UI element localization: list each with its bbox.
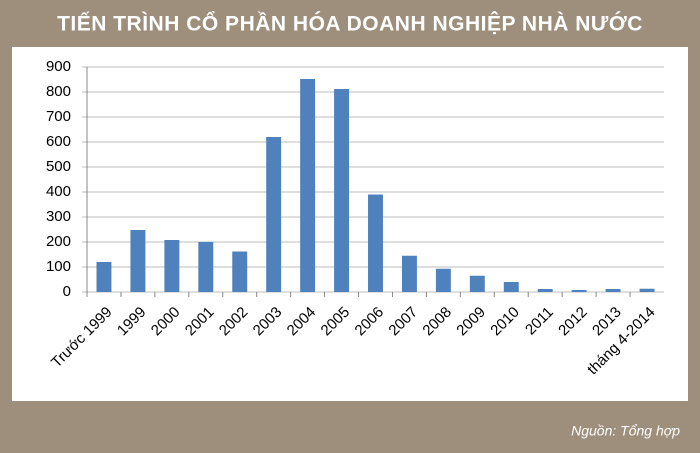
bar <box>639 288 655 292</box>
bar <box>537 289 553 292</box>
y-tick-label: 800 <box>46 83 71 100</box>
y-tick-label: 0 <box>63 283 71 300</box>
y-tick-label: 900 <box>46 58 71 75</box>
bar <box>232 251 248 292</box>
bar <box>266 137 282 292</box>
bar <box>334 89 350 292</box>
chart-title: TIẾN TRÌNH CỔ PHẦN HÓA DOANH NGHIỆP NHÀ … <box>57 12 643 36</box>
y-tick-label: 100 <box>46 258 71 275</box>
bar <box>96 262 112 292</box>
y-tick-label: 200 <box>46 233 71 250</box>
source-note: Nguồn: Tổng hợp <box>571 423 680 439</box>
bar <box>469 275 485 292</box>
bar <box>401 255 417 292</box>
y-tick-label: 700 <box>46 108 71 125</box>
y-tick-label: 400 <box>46 183 71 200</box>
bar <box>164 240 180 292</box>
y-tick-label: 300 <box>46 208 71 225</box>
plot-panel <box>12 47 688 401</box>
bar <box>605 289 621 292</box>
y-tick-label: 500 <box>46 158 71 175</box>
bar <box>130 230 146 292</box>
bar <box>435 268 451 292</box>
bar <box>368 194 383 292</box>
y-tick-label: 600 <box>46 133 71 150</box>
bar <box>503 282 519 292</box>
bar <box>571 290 587 292</box>
bar <box>198 242 214 292</box>
bar <box>300 79 316 292</box>
